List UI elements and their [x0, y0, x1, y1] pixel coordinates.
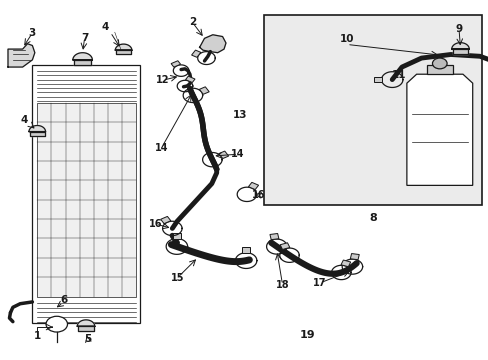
Text: 6: 6 [61, 294, 67, 305]
Bar [264, 15, 482, 205]
Polygon shape [77, 320, 95, 326]
Polygon shape [406, 74, 472, 185]
Polygon shape [242, 247, 249, 253]
Text: 1: 1 [34, 330, 41, 341]
Text: 18: 18 [275, 280, 289, 290]
Text: 9: 9 [454, 24, 462, 35]
Polygon shape [161, 216, 170, 224]
Polygon shape [173, 233, 181, 239]
Polygon shape [191, 50, 201, 57]
Text: 14: 14 [155, 143, 168, 153]
Text: 11: 11 [391, 70, 406, 80]
Bar [37, 103, 136, 297]
Text: 12: 12 [156, 75, 169, 85]
Text: 7: 7 [81, 33, 88, 43]
Polygon shape [32, 65, 140, 323]
Circle shape [431, 58, 446, 69]
Polygon shape [8, 44, 35, 67]
Text: 15: 15 [171, 273, 184, 283]
Polygon shape [349, 253, 359, 260]
Polygon shape [199, 35, 225, 53]
Text: 16: 16 [149, 219, 162, 229]
Polygon shape [199, 87, 209, 94]
Text: 13: 13 [232, 110, 246, 120]
Text: 4: 4 [20, 115, 28, 125]
Polygon shape [115, 44, 132, 50]
Text: 16: 16 [252, 190, 265, 200]
Text: 8: 8 [368, 213, 376, 223]
Polygon shape [248, 183, 258, 190]
Text: 4: 4 [102, 22, 109, 32]
Polygon shape [78, 326, 94, 331]
Text: 5: 5 [84, 333, 91, 343]
Circle shape [46, 316, 67, 332]
Text: 14: 14 [231, 149, 244, 159]
Polygon shape [340, 260, 350, 267]
Polygon shape [29, 126, 45, 132]
Polygon shape [116, 50, 131, 54]
Text: 2: 2 [188, 17, 196, 27]
Polygon shape [451, 43, 468, 49]
Polygon shape [452, 49, 468, 54]
Polygon shape [280, 243, 289, 249]
Polygon shape [373, 77, 381, 82]
Polygon shape [171, 61, 180, 67]
Polygon shape [185, 76, 195, 82]
Polygon shape [30, 132, 44, 136]
Text: 3: 3 [29, 28, 36, 38]
Polygon shape [74, 60, 91, 65]
Text: 19: 19 [300, 330, 315, 340]
Bar [426, 65, 452, 74]
Polygon shape [73, 53, 92, 60]
Text: 17: 17 [313, 278, 326, 288]
Text: 10: 10 [339, 34, 353, 44]
Polygon shape [219, 151, 228, 158]
Polygon shape [269, 234, 278, 240]
